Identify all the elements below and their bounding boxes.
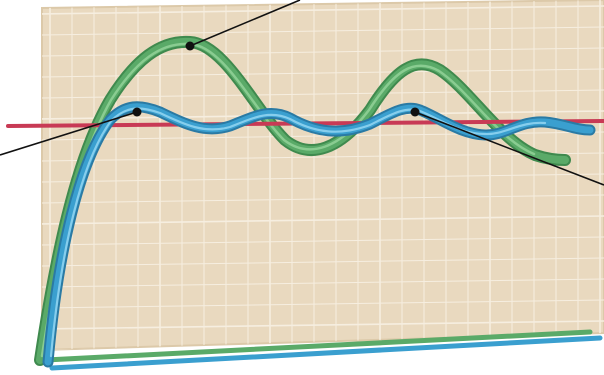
grid-horizontal-line — [42, 26, 604, 36]
grid-horizontal-line — [42, 215, 604, 225]
grid-horizontal-line — [42, 194, 604, 204]
green-baseline — [43, 329, 593, 363]
grid-horizontal-line — [42, 47, 604, 57]
callout-pointers — [0, 0, 604, 186]
grid-horizontal-line — [42, 89, 604, 99]
callout-dot-blue-second-peak — [410, 107, 420, 117]
callout-line-peak-green — [189, 0, 301, 47]
grid-horizontal-line — [42, 257, 604, 267]
grid-horizontal-line — [42, 152, 604, 162]
grid-horizontal-line — [42, 278, 604, 288]
blue-baseline — [49, 335, 603, 371]
grid-horizontal-line — [42, 236, 604, 246]
callout-line-blue-second-peak — [414, 111, 604, 186]
grid-horizontal-line — [42, 320, 604, 330]
grid-horizontal-line — [42, 299, 604, 309]
grid-horizontal-line — [42, 5, 604, 15]
callout-line-blue-first-peak — [0, 111, 138, 156]
callout-dot-blue-first-peak — [132, 107, 142, 117]
callout-dot-peak-green — [185, 41, 195, 51]
grid-horizontal-line — [42, 173, 604, 183]
grid-horizontal-line — [42, 110, 604, 120]
